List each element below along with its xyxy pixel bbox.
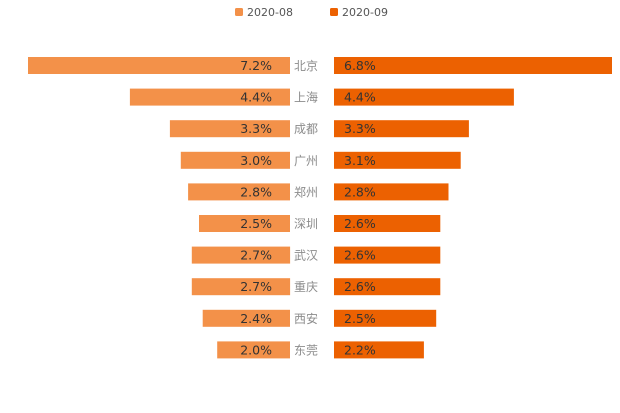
bar-label-2020-09-8: 2.5% (344, 311, 376, 326)
bar-label-2020-08-9: 2.0% (240, 342, 272, 357)
bar-2020-08-1[interactable] (129, 88, 290, 106)
bar-label-2020-08-2: 3.3% (240, 121, 272, 136)
legend-swatch-2020-09 (330, 8, 338, 16)
bar-label-2020-09-0: 6.8% (344, 58, 376, 73)
bar-2020-09-5[interactable] (334, 215, 441, 232)
bar-2020-09-7[interactable] (334, 278, 441, 296)
bar-2020-09-2[interactable] (334, 120, 469, 138)
bars-2020-09: 6.8% 4.4% 3.3% 3.1% 2.8% 2.6% 2.6% 2.6% 2.5% 2.2% (334, 57, 612, 359)
bar-label-2020-09-3: 3.1% (344, 153, 376, 168)
bar-2020-09-9[interactable] (334, 341, 424, 359)
legend-swatch-2020-08 (235, 8, 243, 16)
bar-2020-08-7[interactable] (191, 278, 291, 296)
category-label-4: 郑州 (294, 184, 318, 199)
category-label-0: 北京 (294, 59, 318, 73)
bar-2020-08-3[interactable] (180, 151, 290, 169)
bar-2020-08-2[interactable] (169, 120, 290, 138)
bar-label-2020-08-3: 3.0% (240, 153, 272, 168)
legend-item-2020-09[interactable]: 2020-09 (330, 6, 388, 19)
bar-label-2020-08-4: 2.8% (240, 184, 272, 199)
bar-label-2020-08-1: 4.4% (240, 90, 272, 105)
bar-label-2020-09-4: 2.8% (344, 184, 376, 199)
category-label-3: 广州 (294, 154, 318, 168)
category-label-5: 深圳 (294, 217, 318, 231)
bar-label-2020-08-7: 2.7% (240, 279, 272, 294)
legend-label-2020-08: 2020-08 (247, 6, 293, 19)
category-label-8: 西安 (294, 311, 318, 326)
category-label-9: 东莞 (294, 343, 318, 357)
bar-2020-08-5[interactable] (199, 215, 290, 232)
bar-2020-08-4[interactable] (188, 183, 290, 201)
bar-2020-09-6[interactable] (334, 246, 441, 264)
category-label-1: 上海 (294, 90, 318, 105)
bar-2020-09-1[interactable] (334, 88, 514, 106)
bar-2020-09-4[interactable] (334, 183, 449, 201)
bar-label-2020-08-5: 2.5% (240, 216, 272, 231)
bar-label-2020-09-6: 2.6% (344, 248, 376, 263)
bar-label-2020-09-9: 2.2% (344, 342, 376, 357)
bar-2020-08-8[interactable] (202, 309, 290, 327)
bar-label-2020-09-2: 3.3% (344, 121, 376, 136)
bar-label-2020-08-8: 2.4% (240, 311, 272, 326)
bars-2020-08: 7.2% 4.4% 3.3% 3.0% 2.8% 2.5% 2.7% 2.7% 2.4% 2.0% (28, 57, 291, 359)
category-label-2: 成都 (294, 122, 318, 136)
category-label-7: 重庆 (294, 280, 318, 294)
category-label-6: 武汉 (294, 249, 318, 263)
bar-label-2020-09-1: 4.4% (344, 90, 376, 105)
bar-label-2020-08-0: 7.2% (240, 58, 272, 73)
bar-2020-08-6[interactable] (191, 246, 291, 264)
bar-2020-09-8[interactable] (334, 309, 437, 327)
bar-2020-08-0[interactable] (28, 57, 290, 74)
bar-label-2020-08-6: 2.7% (240, 248, 272, 263)
legend-item-2020-08[interactable]: 2020-08 (235, 6, 293, 19)
bar-label-2020-09-7: 2.6% (344, 279, 376, 294)
bar-2020-09-0[interactable] (334, 57, 612, 74)
legend-label-2020-09: 2020-09 (342, 6, 388, 19)
chart-legend[interactable]: 2020-08 2020-09 (235, 6, 388, 19)
bar-2020-09-3[interactable] (334, 151, 461, 169)
bar-label-2020-09-5: 2.6% (344, 216, 376, 231)
bar-2020-08-9[interactable] (217, 341, 290, 359)
